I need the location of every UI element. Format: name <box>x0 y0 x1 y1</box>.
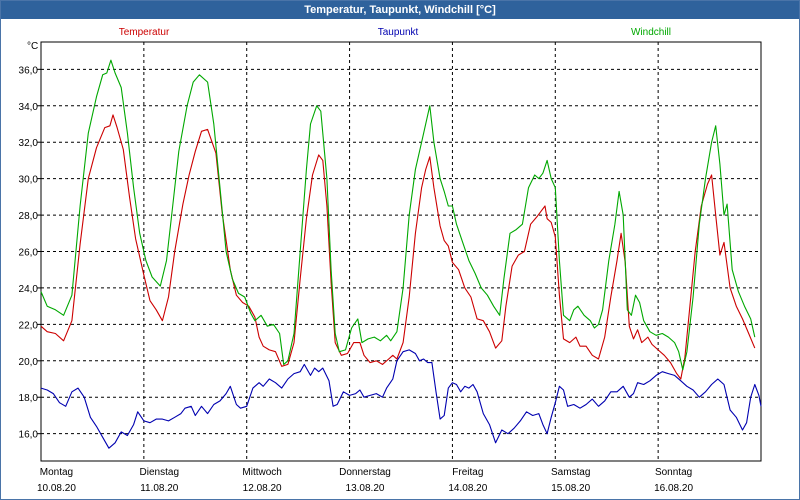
y-axis-label: °C <box>27 41 38 52</box>
x-tick-day-label: Sonntag <box>655 467 692 478</box>
x-tick-day-label: Dienstag <box>140 467 179 478</box>
x-tick-day-label: Montag <box>40 467 73 478</box>
y-tick-label: 26,0 <box>19 248 39 259</box>
y-tick-label: 18,0 <box>19 393 39 404</box>
y-tick-label: 34,0 <box>19 102 39 113</box>
series-line-temperatur <box>40 114 756 380</box>
x-tick-day-label: Mittwoch <box>242 467 281 478</box>
x-tick-date-label: 11.08.20 <box>140 483 179 494</box>
x-tick-date-label: 10.08.20 <box>37 483 76 494</box>
y-tick-label: 20,0 <box>19 357 39 368</box>
chart-title: Temperatur, Taupunkt, Windchill [°C] <box>1 1 799 19</box>
legend-taupunkt: Taupunkt <box>378 27 419 38</box>
y-tick-label: 36,0 <box>19 65 39 76</box>
series-line-windchill <box>40 59 756 371</box>
x-tick-date-label: 13.08.20 <box>346 483 385 494</box>
y-tick-label: 24,0 <box>19 284 39 295</box>
legend-temperatur: Temperatur <box>119 27 170 38</box>
line-chart: 16,0 18,0 20,0 22,0 24,0 26,0 28,0 30,0 32,0 34,0… <box>19 27 762 494</box>
series-line-taupunkt <box>40 349 762 449</box>
x-tick-day-label: Donnerstag <box>339 467 391 478</box>
y-tick-label: 30,0 <box>19 175 39 186</box>
x-tick-day-label: Freitag <box>452 467 483 478</box>
y-tick-label: 16,0 <box>19 430 39 441</box>
x-tick-date-label: 15.08.20 <box>551 483 590 494</box>
y-tick-label: 32,0 <box>19 138 39 149</box>
legend-windchill: Windchill <box>631 27 671 38</box>
y-tick-label: 28,0 <box>19 211 39 222</box>
x-tick-day-label: Samstag <box>551 467 590 478</box>
x-tick-date-label: 12.08.20 <box>243 483 282 494</box>
y-tick-label: 22,0 <box>19 320 39 331</box>
x-tick-date-label: 16.08.20 <box>654 483 693 494</box>
x-tick-date-label: 14.08.20 <box>448 483 487 494</box>
